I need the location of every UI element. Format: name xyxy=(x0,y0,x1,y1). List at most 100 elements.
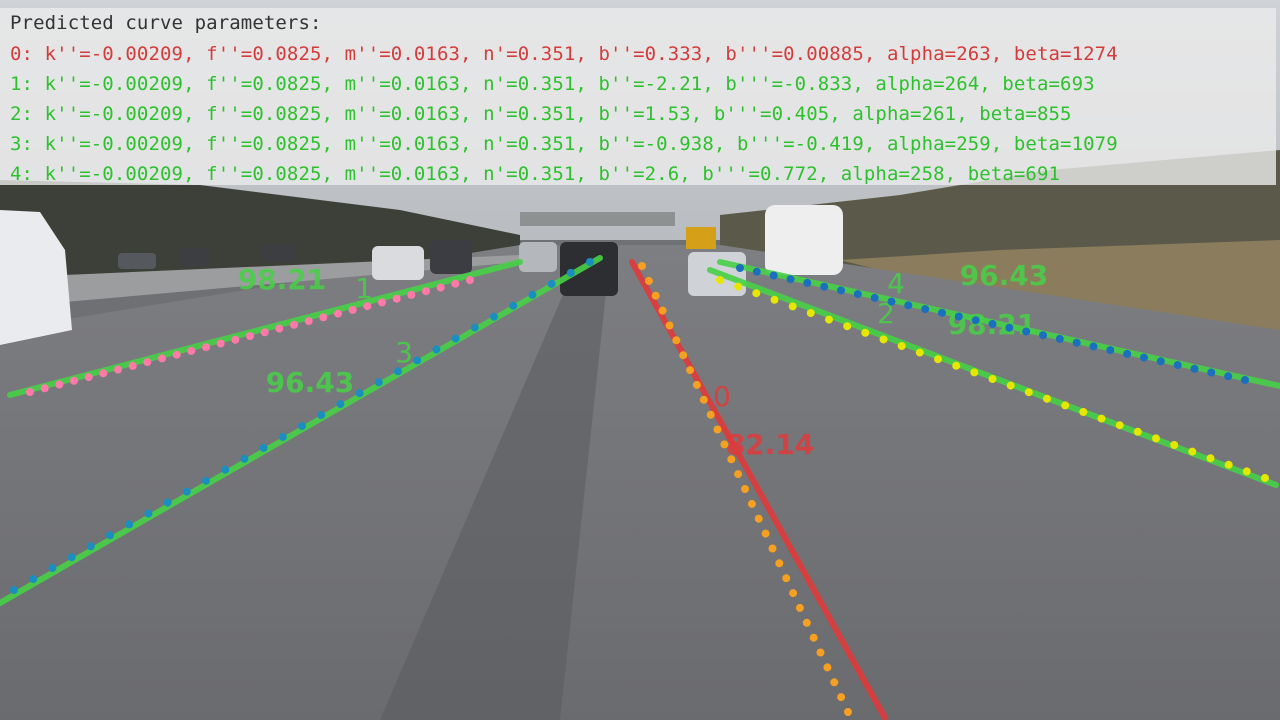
lane-4-point xyxy=(1055,334,1064,343)
lane-1-point xyxy=(231,335,240,344)
lane-0-point xyxy=(830,678,839,687)
lane-2-point xyxy=(716,276,724,284)
lane-2-point xyxy=(843,322,852,331)
lane-0-point xyxy=(844,708,852,716)
lane-4-point xyxy=(1039,331,1047,340)
lane-3-point xyxy=(451,334,460,343)
lane-0-point xyxy=(837,693,846,702)
lane-0-point xyxy=(823,663,832,672)
lane-2-point xyxy=(952,361,961,370)
lane-1-point xyxy=(363,302,372,311)
car-black-center xyxy=(560,242,618,296)
lane-0-point xyxy=(782,574,791,583)
lane-2-point xyxy=(1133,427,1142,436)
lane-1-point xyxy=(348,305,357,314)
lane-4-point xyxy=(1123,349,1132,358)
lane-3-point xyxy=(48,564,57,573)
lane-2-point xyxy=(1242,467,1251,476)
lane-2-point xyxy=(897,342,906,350)
lane-4-point xyxy=(1224,372,1233,381)
lane-4-id-label: 4 xyxy=(887,267,905,300)
lane-1-point xyxy=(466,276,474,284)
lane-3-point xyxy=(374,378,383,387)
lane-1-point xyxy=(422,287,430,296)
lane-1-point xyxy=(216,339,225,348)
lane-0-point xyxy=(692,380,701,389)
lane-4-point xyxy=(736,264,744,272)
lane-4-point xyxy=(971,316,980,325)
lane-4-point xyxy=(853,290,862,299)
lane-3-point xyxy=(470,323,479,332)
lane-3-point xyxy=(163,498,172,507)
lane-3-point xyxy=(240,454,249,463)
lane-1-point xyxy=(407,290,416,299)
lane-3-point xyxy=(298,422,306,430)
tanker-truck xyxy=(765,205,843,275)
lane-0-point xyxy=(658,306,667,315)
lane-3-point xyxy=(259,443,268,452)
lane-3-point xyxy=(221,465,230,474)
lane-0-point xyxy=(795,603,804,612)
lane-4-point xyxy=(820,282,829,291)
lane-4-point xyxy=(803,278,812,287)
lane-3-point xyxy=(67,553,76,562)
lane-4-point xyxy=(1190,364,1199,373)
lane-2-point xyxy=(915,348,924,357)
lane-3-point xyxy=(317,411,326,420)
lane-4-point xyxy=(1140,353,1148,362)
lane-0-point xyxy=(809,633,818,642)
lane-4-point xyxy=(1089,342,1098,351)
lane-4-point xyxy=(1022,327,1031,336)
lane-1-point xyxy=(70,376,78,385)
lane-0-point xyxy=(747,499,756,508)
lane-2-point xyxy=(1170,441,1179,449)
lane-3-point xyxy=(29,575,38,584)
lane-3-point xyxy=(509,301,518,310)
lane-4-point xyxy=(1173,361,1182,370)
lane-0-point xyxy=(638,262,646,270)
lane-3-point xyxy=(413,356,422,365)
lane-2-point xyxy=(970,368,979,377)
lane-1-point xyxy=(304,317,313,326)
lane-0-point xyxy=(727,455,736,464)
overlay-title: Predicted curve parameters: xyxy=(10,12,322,34)
lane-2-point xyxy=(861,328,870,337)
lane-1-point xyxy=(114,365,122,374)
lane-1-point xyxy=(275,324,284,333)
lane-2-point xyxy=(1152,434,1160,443)
car-dark-left xyxy=(430,240,472,274)
lane-1-params: 1: k''=-0.00209, f''=0.0825, m''=0.0163,… xyxy=(10,73,1095,95)
car-far-left-3 xyxy=(262,244,296,262)
white-van xyxy=(0,210,72,345)
lane-1-point xyxy=(451,279,460,288)
lane-3-point xyxy=(432,345,441,354)
lane-4-point xyxy=(921,305,930,314)
lane-4-point xyxy=(904,301,913,310)
lane-4-line xyxy=(717,259,1280,389)
lane-0-point xyxy=(789,589,798,598)
lane-0-point xyxy=(775,559,784,568)
lane-2-point xyxy=(879,335,888,344)
lane-2-point xyxy=(752,289,761,298)
lane-4-point xyxy=(887,297,896,306)
lane-0-point xyxy=(644,276,653,285)
lane-0-point xyxy=(754,514,763,523)
lane-1-point xyxy=(290,320,298,329)
lane-0-score-label: 82.14 xyxy=(726,428,815,461)
lane-0-point xyxy=(816,648,825,657)
lane-2-point xyxy=(1024,388,1033,397)
lane-2-point xyxy=(1188,447,1197,456)
car-far-left-2 xyxy=(180,248,210,266)
lane-2-point xyxy=(1079,408,1088,416)
lane-2-point xyxy=(1261,474,1269,482)
lane-2-point xyxy=(1006,381,1015,390)
lane-4-point xyxy=(988,320,997,328)
lane-2-point xyxy=(806,309,815,317)
bus xyxy=(686,227,716,249)
lane-3-point xyxy=(566,268,575,277)
lane-3-point xyxy=(10,586,18,594)
lane-0-point xyxy=(720,440,729,449)
lane-4-point xyxy=(870,293,879,302)
lane-3-point xyxy=(490,312,498,321)
